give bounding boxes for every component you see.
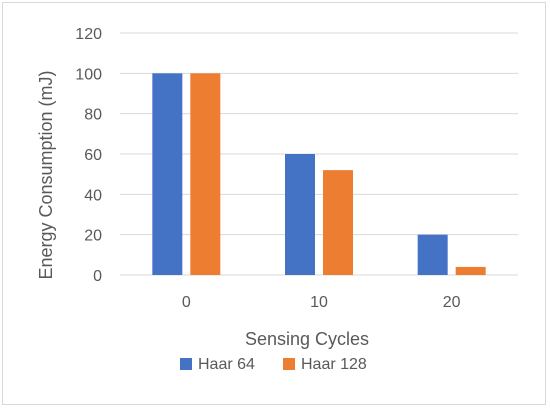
bar-haar-128-0 [190, 73, 221, 275]
x-axis-title: Sensing Cycles [245, 329, 369, 349]
bar-haar-128-10 [323, 170, 353, 275]
y-tick-label: 20 [84, 228, 102, 245]
y-tick-label: 60 [84, 147, 102, 164]
chart-frame [2, 2, 546, 405]
y-tick-label: 40 [84, 187, 102, 204]
bar-haar-64-0 [152, 73, 183, 275]
y-axis-ticks: 0 20 40 60 80 100 120 [75, 26, 102, 285]
bar-haar-128-20 [455, 266, 486, 275]
bar-haar-64-20 [417, 234, 448, 275]
y-axis-title: Energy Consumption (mJ) [36, 70, 56, 279]
y-tick-label: 100 [75, 66, 102, 83]
x-tick-label: 20 [443, 294, 461, 311]
legend-swatch-haar-128 [283, 358, 295, 370]
bar-haar-64-10 [285, 154, 315, 275]
x-axis-ticks: 0 10 20 [182, 294, 461, 311]
y-tick-label: 80 [84, 107, 102, 124]
y-tick-label: 0 [93, 268, 102, 285]
y-tick-label: 120 [75, 26, 102, 43]
bars [152, 73, 486, 275]
legend-label-haar-64: Haar 64 [198, 356, 255, 373]
gridlines [120, 32, 518, 276]
x-tick-label: 10 [310, 294, 328, 311]
legend: Haar 64 Haar 128 [180, 356, 367, 373]
legend-label-haar-128: Haar 128 [301, 356, 367, 373]
x-tick-label: 0 [182, 294, 191, 311]
legend-swatch-haar-64 [180, 358, 192, 370]
